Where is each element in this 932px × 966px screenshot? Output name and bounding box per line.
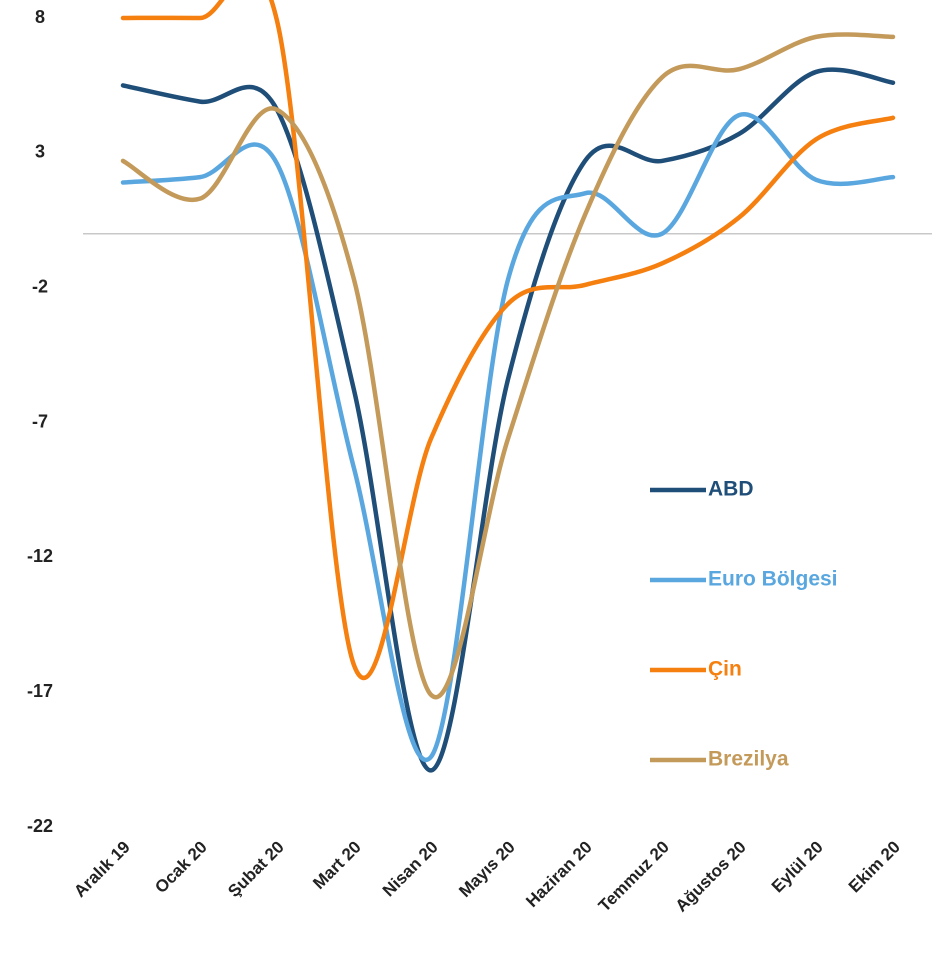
x-tick-label: Mayıs 20 (455, 837, 519, 901)
legend-label: Euro Bölgesi (708, 568, 838, 591)
series-line (120, 112, 896, 763)
y-tick-label: 3 (35, 142, 45, 162)
x-tick-label: Şubat 20 (224, 837, 288, 901)
y-tick-label: -7 (32, 411, 48, 431)
legend-label: Çin (708, 658, 742, 681)
legend-label: Brezilya (708, 748, 789, 771)
x-tick-label: Ekim 20 (845, 837, 904, 896)
legend-label: ABD (708, 478, 754, 501)
y-tick-label: -17 (27, 681, 53, 701)
x-tick-label: Ocak 20 (151, 837, 211, 897)
x-tick-label: Mart 20 (309, 837, 365, 893)
x-tick-label: Nisan 20 (379, 837, 442, 900)
y-tick-label: -12 (27, 546, 53, 566)
y-tick-label: -22 (27, 816, 53, 836)
series-line (120, 32, 896, 700)
x-tick-label: Haziran 20 (522, 837, 596, 911)
y-tick-label: 8 (35, 7, 45, 27)
x-tick-label: Aralık 19 (70, 837, 134, 901)
series-line (120, 0, 896, 680)
y-tick-label: -2 (32, 276, 48, 296)
x-tick-label: Eylül 20 (768, 837, 827, 896)
x-tick-label: Ağustos 20 (672, 837, 750, 915)
x-tick-label: Temmuz 20 (595, 837, 673, 915)
